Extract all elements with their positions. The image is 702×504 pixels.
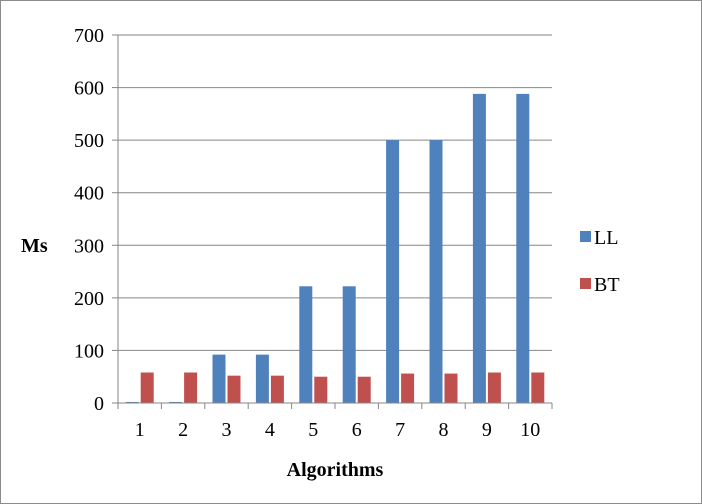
x-tick-label: 4 (265, 419, 275, 441)
x-tick-label: 10 (520, 419, 540, 441)
bar-ll-2 (169, 401, 183, 403)
bar-bt-3 (227, 375, 241, 403)
x-tick-label: 7 (395, 419, 405, 441)
legend-swatch-bt (580, 278, 591, 289)
y-tick-label: 400 (74, 183, 104, 205)
bar-bt-7 (401, 373, 415, 403)
x-tick-label: 5 (308, 419, 318, 441)
bar-bt-6 (357, 376, 371, 403)
x-tick-label: 6 (352, 419, 362, 441)
bar-ll-4 (255, 354, 269, 403)
x-tick-label: 8 (439, 419, 449, 441)
x-tick-labels: 1 2 3 4 5 6 7 8 9 10 (135, 419, 541, 441)
bar-ll-10 (516, 93, 530, 403)
bar-ll-8 (429, 140, 443, 403)
y-tick-label: 600 (74, 78, 104, 100)
bar-ll-9 (472, 93, 486, 403)
gridlines (112, 34, 553, 409)
bar-ll-3 (212, 354, 226, 403)
bar-bt-8 (444, 373, 458, 403)
y-tick-label: 0 (94, 393, 104, 415)
legend-label-bt: BT (594, 274, 620, 296)
y-tick-label: 700 (74, 25, 104, 47)
x-tick-label: 2 (178, 419, 188, 441)
y-tick-label: 300 (74, 235, 104, 257)
x-tick-label: 3 (222, 419, 232, 441)
legend-swatch-ll (580, 231, 591, 242)
y-tick-label: 500 (74, 130, 104, 152)
x-tick-label: 9 (482, 419, 492, 441)
bar-bt-4 (270, 375, 284, 403)
legend-label-ll: LL (594, 227, 618, 249)
y-tick-label: 200 (74, 288, 104, 310)
x-tick-label: 1 (135, 419, 145, 441)
bar-bt-5 (314, 376, 328, 403)
bar-bt-2 (184, 372, 198, 403)
x-axis-title: Algorithms (287, 459, 384, 481)
y-axis-title: Ms (21, 235, 48, 257)
bars (125, 93, 545, 403)
bar-ll-5 (299, 286, 313, 403)
y-tick-labels: 0 100 200 300 400 500 600 700 (74, 25, 104, 415)
axes (117, 35, 552, 404)
bar-ll-7 (386, 140, 400, 403)
y-tick-label: 100 (74, 340, 104, 362)
bar-ll-6 (342, 286, 356, 403)
bar-bt-9 (487, 372, 501, 403)
bar-bt-10 (531, 372, 545, 403)
legend: LL BT (580, 227, 620, 296)
bar-ll-1 (125, 401, 139, 403)
bar-bt-1 (140, 372, 154, 403)
